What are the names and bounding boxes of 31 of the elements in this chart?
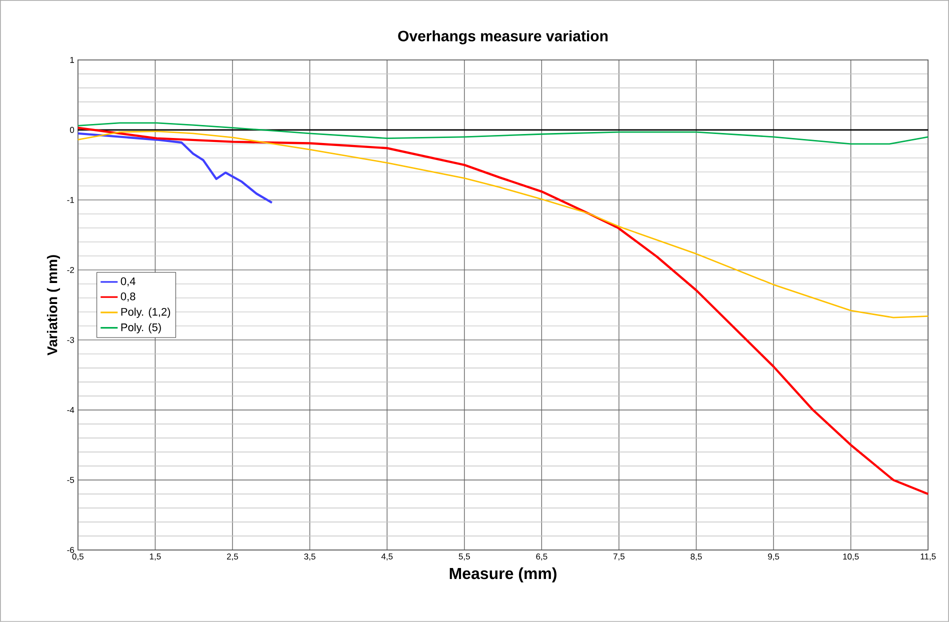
x-tick-label: 11,5: [920, 554, 936, 560]
chart-title: Overhangs measure variation: [398, 30, 608, 44]
y-tick-label: -6: [67, 547, 74, 554]
line-series: [76, 132, 274, 204]
y-tick-label: 1: [70, 57, 74, 63]
x-tick-label: 8,5: [690, 554, 702, 561]
x-tick-label: 7,5: [613, 554, 625, 560]
y-tick-label: -4: [67, 407, 74, 413]
legend-label: Poly. (5): [121, 323, 161, 334]
y-tick-label: -1: [67, 197, 74, 203]
legend-label: 0,4: [120, 277, 136, 286]
y-axis-title: Variation ( mm): [46, 255, 60, 356]
x-tick-label: 6,5: [536, 554, 548, 561]
y-tick-label: 0: [70, 126, 74, 133]
line-series: [77, 130, 929, 318]
x-tick-label: 1,5: [150, 554, 161, 560]
line-series: [77, 122, 929, 145]
x-tick-label: 3,5: [304, 554, 316, 561]
x-tick-label: 2,5: [227, 554, 238, 561]
x-tick-label: 10,5: [843, 554, 859, 561]
x-tick-label: 5,5: [458, 554, 470, 560]
line-series: [76, 126, 930, 496]
legend-label: 0,8: [120, 292, 136, 302]
x-tick-label: 9,5: [768, 554, 780, 561]
y-tick-label: -5: [67, 477, 74, 483]
x-axis-title: Measure (mm): [450, 567, 556, 582]
x-tick-label: 4,5: [381, 554, 393, 560]
x-tick-label: 0,5: [72, 554, 84, 561]
legend-label: Poly. (1,2): [121, 308, 170, 318]
y-tick-label: -3: [67, 336, 74, 343]
y-tick-label: -2: [67, 267, 74, 273]
